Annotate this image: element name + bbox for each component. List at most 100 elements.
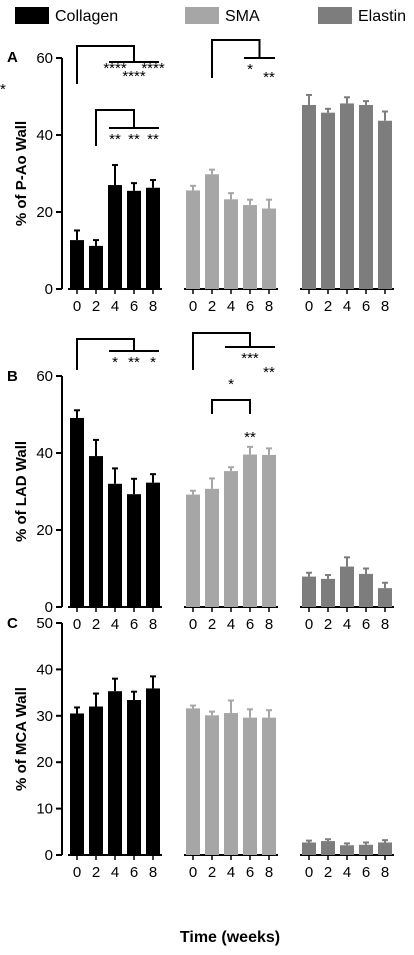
x-tick-label: 6 (362, 298, 370, 315)
x-tick-label: 4 (343, 616, 351, 633)
significance-marker: **** (141, 60, 165, 77)
y-tick-label: 60 (36, 368, 53, 385)
significance-bracket: ** (211, 399, 256, 446)
bracket-line (211, 39, 261, 78)
x-tick-label: 8 (149, 864, 157, 881)
bar (205, 488, 219, 607)
x-tick-label: 2 (324, 298, 332, 315)
x-tick-label: 8 (149, 298, 157, 315)
bar (70, 713, 84, 855)
bar (224, 199, 238, 289)
bar (186, 494, 200, 607)
significance-marker: ** (109, 131, 121, 148)
bar (224, 471, 238, 607)
bar (243, 205, 257, 289)
significance-marker: ** (0, 81, 6, 98)
y-tick-label: 20 (36, 754, 53, 771)
x-tick-label: 6 (246, 864, 254, 881)
x-tick-label: 6 (130, 298, 138, 315)
significance-marker: *** (241, 350, 259, 367)
bar (302, 104, 316, 289)
significance-marker: * (247, 61, 253, 78)
y-tick-label: 40 (36, 661, 53, 678)
significance-marker: **** (122, 68, 146, 85)
bar (108, 691, 122, 855)
y-tick-label: 30 (36, 708, 53, 725)
x-tick-label: 8 (381, 298, 389, 315)
bar (378, 588, 392, 607)
bar (243, 717, 257, 855)
x-tick-label: 2 (208, 864, 216, 881)
significance-marker: * (228, 376, 234, 393)
y-tick-label: 10 (36, 801, 53, 818)
x-tick-label: 2 (92, 864, 100, 881)
bar (321, 112, 335, 289)
bar (108, 185, 122, 289)
bar (340, 566, 354, 607)
x-tick-label: 2 (208, 298, 216, 315)
x-tick-label: 8 (265, 298, 273, 315)
y-axis-label: % of MCA Wall (13, 687, 30, 791)
y-tick-label: 40 (36, 445, 53, 462)
y-tick-label: 20 (36, 204, 53, 221)
bar (321, 841, 335, 855)
bar (262, 208, 276, 289)
x-tick-label: 0 (305, 864, 313, 881)
x-tick-label: 8 (381, 864, 389, 881)
x-tick-label: 2 (92, 616, 100, 633)
y-tick-label: 0 (45, 281, 53, 298)
significance-marker: ** (263, 364, 275, 381)
significance-marker: ** (147, 131, 159, 148)
y-tick-label: 40 (36, 127, 53, 144)
x-tick-label: 4 (227, 616, 235, 633)
x-tick-label: 0 (73, 298, 81, 315)
bar (224, 713, 238, 855)
significance-bracket: ****** (192, 332, 275, 393)
y-tick-label: 20 (36, 522, 53, 539)
bracket-line (211, 399, 251, 414)
x-tick-label: 4 (111, 616, 119, 633)
x-tick-label: 0 (189, 616, 197, 633)
x-tick-label: 4 (227, 298, 235, 315)
legend-label-0: Collagen (55, 8, 118, 25)
bar (378, 120, 392, 289)
significance-marker: ** (128, 354, 140, 371)
x-tick-label: 2 (92, 298, 100, 315)
x-tick-label: 4 (111, 298, 119, 315)
x-tick-label: 2 (324, 616, 332, 633)
x-tick-label: 0 (305, 298, 313, 315)
bar (108, 483, 122, 607)
significance-marker: **** (103, 60, 127, 77)
legend-label-2: Elastin (358, 8, 406, 25)
x-tick-label: 8 (149, 616, 157, 633)
legend: Collagen SMA Elastin (15, 7, 406, 25)
x-tick-label: 6 (362, 616, 370, 633)
legend-swatch-2 (318, 7, 352, 24)
significance-bracket: ************ (76, 45, 165, 85)
x-tick-label: 0 (189, 298, 197, 315)
bar (146, 688, 160, 855)
significance-marker: ** (244, 429, 256, 446)
bar (146, 482, 160, 607)
panel-label: C (7, 615, 18, 632)
x-tick-label: 0 (305, 616, 313, 633)
x-tick-label: 4 (111, 864, 119, 881)
bar (359, 573, 373, 607)
panel-label: A (7, 49, 18, 66)
bar (359, 844, 373, 855)
significance-bracket: ***** (0, 39, 275, 98)
bar (262, 717, 276, 855)
x-tick-label: 6 (362, 864, 370, 881)
significance-marker: ** (263, 69, 275, 86)
x-tick-label: 6 (246, 298, 254, 315)
x-tick-label: 0 (73, 864, 81, 881)
x-tick-label: 8 (265, 864, 273, 881)
y-axis-label: % of LAD Wall (13, 441, 30, 542)
bar (89, 706, 103, 855)
bar (127, 494, 141, 607)
bar (186, 708, 200, 855)
significance-bracket: * ** * (76, 338, 159, 371)
